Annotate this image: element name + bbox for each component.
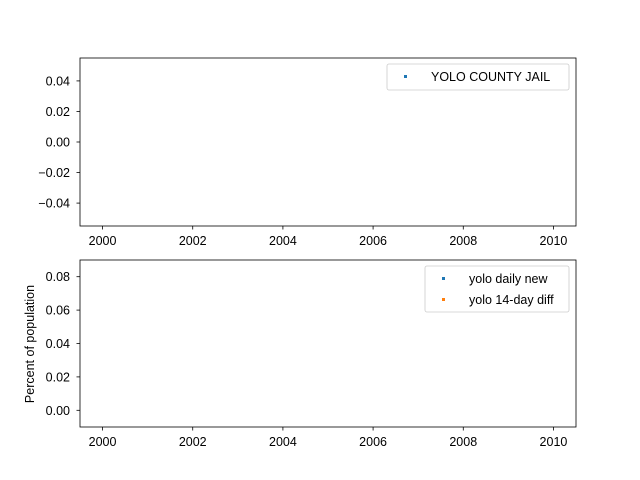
bottom-plot-frame <box>79 259 577 428</box>
bottom-x-tick-label: 2008 <box>449 435 477 449</box>
bottom-y-axis-label: Percent of population <box>23 285 37 403</box>
bottom-x-tick-label: 2004 <box>269 435 297 449</box>
bottom-x-axis: 2000 2002 2004 2006 2008 2010 <box>89 427 568 449</box>
legend-marker-yolo-14-day-diff <box>442 298 445 301</box>
top-y-axis: 0.04 0.02 0.00 −0.02 −0.04 <box>38 74 80 211</box>
top-x-axis: 2000 2002 2004 2006 2008 2010 <box>89 226 568 248</box>
legend-marker-yolo-daily-new <box>442 277 445 280</box>
legend-label-yolo-14-day-diff: yolo 14-day diff <box>469 293 554 307</box>
bottom-x-tick-label: 2002 <box>179 435 207 449</box>
top-y-tick-label: 0.00 <box>46 136 70 150</box>
top-y-tick-label: −0.04 <box>38 197 70 211</box>
top-legend-box <box>386 63 570 91</box>
bottom-subplot: Percent of population 2000 2002 2004 2006 20… <box>23 259 577 449</box>
bottom-y-tick-label: 0.02 <box>46 370 70 384</box>
legend-marker-yolo-county-jail <box>404 75 407 78</box>
top-y-tick-label: 0.02 <box>46 105 70 119</box>
top-x-tick-label: 2002 <box>179 234 207 248</box>
top-x-tick-label: 2006 <box>359 234 387 248</box>
bottom-y-axis: 0.08 0.06 0.04 0.02 0.00 <box>46 270 80 418</box>
bottom-legend-box <box>424 265 570 313</box>
legend-label-yolo-daily-new: yolo daily new <box>469 272 548 286</box>
top-y-tick-label: −0.02 <box>38 166 70 180</box>
top-x-tick-label: 2004 <box>269 234 297 248</box>
top-plot-frame <box>79 57 577 227</box>
bottom-legend: yolo daily new yolo 14-day diff <box>424 265 570 313</box>
bottom-x-tick-label: 2010 <box>540 435 568 449</box>
bottom-y-tick-label: 0.00 <box>46 404 70 418</box>
top-subplot: 2000 2002 2004 2006 2008 2010 0.04 0.02 0.00 −0.… <box>38 57 577 248</box>
bottom-y-tick-label: 0.08 <box>46 270 70 284</box>
top-x-tick-label: 2008 <box>449 234 477 248</box>
top-y-tick-label: 0.04 <box>46 74 70 88</box>
legend-label-yolo-county-jail: YOLO COUNTY JAIL <box>431 70 550 84</box>
bottom-x-tick-label: 2000 <box>89 435 117 449</box>
top-legend: YOLO COUNTY JAIL <box>386 63 570 91</box>
top-x-tick-label: 2010 <box>540 234 568 248</box>
bottom-y-tick-label: 0.06 <box>46 304 70 318</box>
top-x-tick-label: 2000 <box>89 234 117 248</box>
bottom-x-tick-label: 2006 <box>359 435 387 449</box>
bottom-y-tick-label: 0.04 <box>46 337 70 351</box>
